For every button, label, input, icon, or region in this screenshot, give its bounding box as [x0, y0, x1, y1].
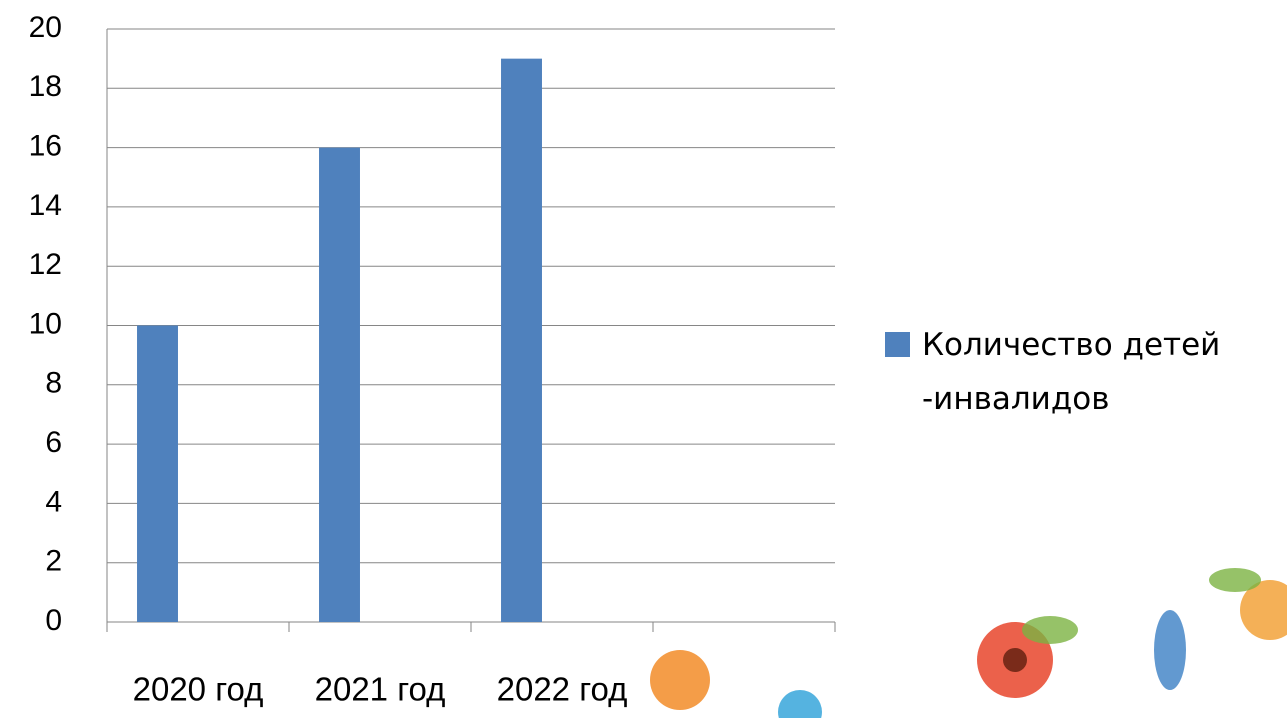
bar: [501, 59, 542, 622]
page: 0 2 4 6 8 10 12 14 16 18 20 2020 год 2021 год 2022 го…: [0, 0, 1287, 718]
y-tick-label: 14: [29, 189, 62, 222]
y-tick-label: 12: [29, 248, 62, 281]
y-tick-label: 10: [29, 307, 62, 340]
x-tick-label: 2020 год: [133, 671, 264, 708]
legend: Количество детей -инвалидов: [885, 318, 1265, 426]
y-tick-label: 16: [29, 130, 62, 163]
y-tick-label: 20: [29, 11, 62, 44]
y-tick-label: 8: [45, 367, 62, 400]
x-tick-label: 2022 год: [497, 671, 628, 708]
y-tick-label: 4: [45, 485, 62, 518]
decoration: [650, 568, 1287, 718]
bar: [137, 326, 178, 623]
legend-label: Количество детей -инвалидов: [922, 318, 1222, 426]
y-tick-label: 6: [45, 426, 62, 459]
y-tick-label: 18: [29, 70, 62, 103]
y-tick-label: 2: [45, 545, 62, 578]
legend-swatch: [885, 332, 910, 357]
x-tick-label: 2021 год: [315, 671, 446, 708]
y-tick-label: 0: [45, 604, 62, 637]
bar: [319, 148, 360, 622]
